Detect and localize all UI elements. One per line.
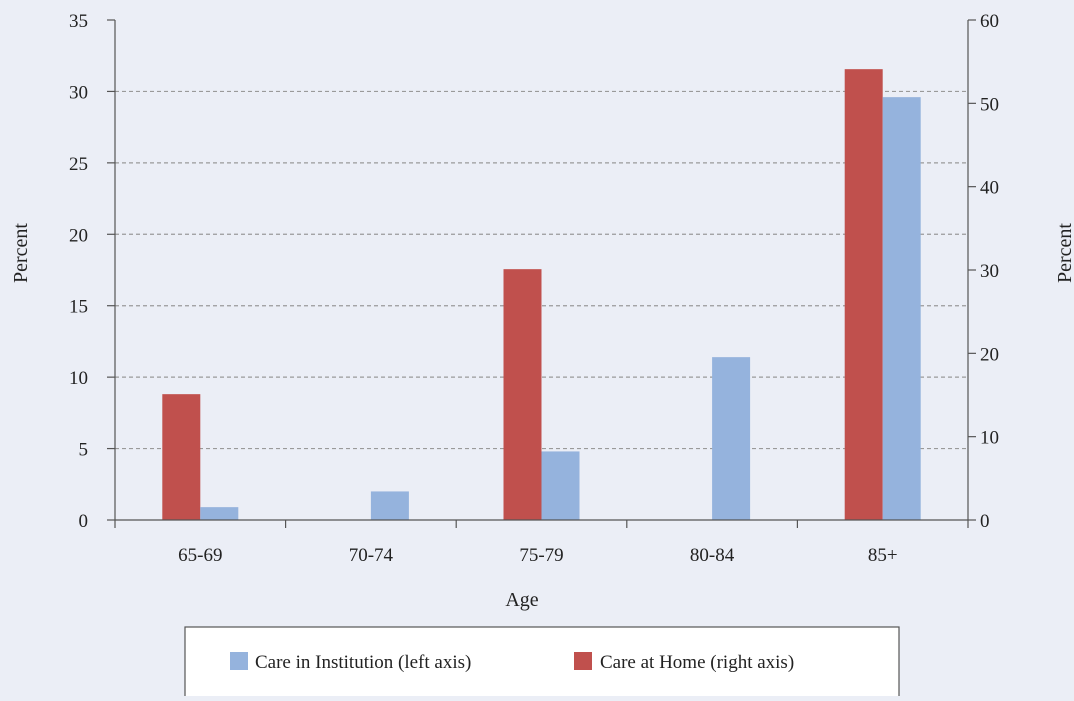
right-tick-label: 10	[980, 428, 999, 449]
right-y-axis-title: Percent	[1054, 223, 1074, 283]
left-y-axis-title: Percent	[10, 223, 32, 283]
bars	[162, 69, 921, 521]
left-tick-label: 10	[69, 368, 88, 389]
x-tick-label: 80-84	[690, 545, 735, 566]
bar-care-at-home-65-69	[162, 394, 201, 520]
legend-label: Care at Home (right axis)	[600, 652, 794, 673]
x-axis-title: Age	[505, 589, 538, 611]
bar-care-in-institution-75-79	[541, 451, 580, 520]
left-tick-label: 0	[79, 511, 89, 532]
legend: Care in Institution (left axis) Care at H…	[184, 626, 900, 701]
x-tick-label: 85+	[868, 545, 898, 566]
legend-box	[184, 626, 900, 701]
left-tick-label: 35	[69, 11, 88, 32]
right-tick-label: 20	[980, 344, 999, 365]
right-tick-label: 40	[980, 178, 999, 199]
right-tick-label: 50	[980, 94, 999, 115]
right-tick-label: 60	[980, 11, 999, 32]
left-tick-label: 5	[79, 440, 89, 461]
bar-care-in-institution-65-69	[200, 507, 239, 520]
left-tick-label: 20	[69, 225, 88, 246]
legend-swatch	[230, 652, 248, 670]
left-tick-label: 30	[69, 82, 88, 103]
gridlines	[115, 90, 968, 450]
legend-label: Care in Institution (left axis)	[255, 652, 471, 673]
x-tick-label: 70-74	[349, 545, 394, 566]
x-tick-label: 75-79	[519, 545, 563, 566]
x-tick-label: 65-69	[178, 545, 222, 566]
axes	[107, 19, 976, 528]
bar-care-in-institution-80-84	[712, 357, 751, 520]
bar-care-at-home-85+	[844, 69, 883, 521]
legend-swatch	[574, 652, 592, 670]
right-tick-label: 0	[980, 511, 990, 532]
bar-care-at-home-75-79	[503, 269, 542, 520]
left-tick-label: 15	[69, 297, 88, 318]
left-tick-label: 25	[69, 154, 88, 175]
bar-care-in-institution-70-74	[370, 491, 409, 520]
right-tick-label: 30	[980, 261, 999, 282]
axis-labels: 0 5 10 15 20 25 30 35 0 10 20 30 40 50 60 65-69 70-74 75-…	[69, 11, 999, 566]
bar-care-in-institution-85+	[882, 97, 921, 521]
